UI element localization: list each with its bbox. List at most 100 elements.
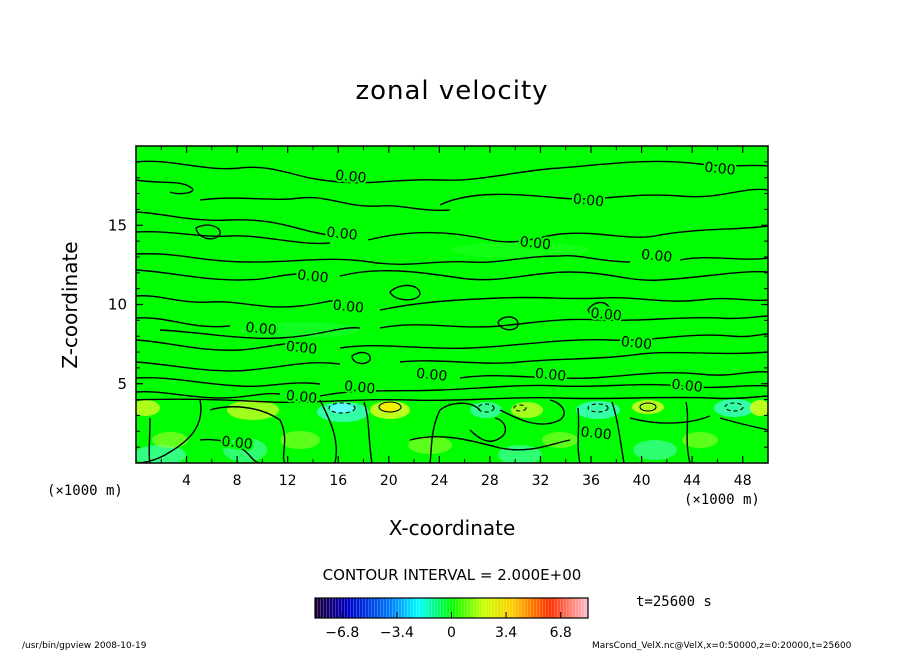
contour-line [319, 399, 337, 463]
contour-line [587, 301, 611, 318]
yellow-anomaly [408, 436, 452, 454]
contour-line [719, 417, 768, 431]
contour-line [499, 399, 565, 425]
contour-line [611, 401, 625, 463]
contour-label: 0.00 [572, 191, 605, 210]
yellow-anomaly [542, 432, 578, 448]
yellow-anomaly [750, 400, 768, 416]
y-tick-label: 10 [108, 296, 127, 314]
green-tint [240, 322, 360, 338]
y-axis: 5 10 15 [108, 161, 768, 448]
yellow-anomaly [136, 400, 160, 416]
contour-line [136, 361, 341, 372]
contour-labels: 0.00 0.000.000.00 0.000.000.000.00 0.000.00… [219, 158, 739, 455]
contour-line [469, 417, 507, 442]
contour-line [136, 269, 301, 281]
x-tick-label: 44 [683, 473, 701, 489]
positive-contour [378, 401, 402, 413]
field-background [136, 146, 768, 463]
colorbar-stripes [315, 598, 588, 618]
y-tick-label: 5 [117, 375, 127, 393]
contour-line [148, 417, 151, 463]
contour-line [379, 315, 768, 329]
yellow-anomaly [152, 432, 188, 448]
x-unit-left: (×1000 m) [47, 483, 123, 499]
contour-line [136, 376, 321, 388]
yellow-anomaly [682, 432, 718, 448]
cyan-anomaly [470, 402, 502, 418]
yellow-anomaly [632, 400, 664, 414]
contour-label: 0.00 [297, 267, 330, 286]
colorbar-tick-label: 0 [447, 625, 456, 641]
x-tick-label: 4 [182, 473, 191, 489]
contour-label: 0.00 [245, 320, 278, 339]
x-axis: 4 8 12 16 20 24 28 32 36 40 44 48 [160, 146, 752, 489]
footer-program-date: /usr/bin/gpview 2008-10-19 [22, 641, 147, 651]
contour-interval-label: CONTOUR INTERVAL = 2.000E+00 [322, 566, 582, 584]
x-tick-label: 16 [329, 473, 347, 489]
yellow-anomaly [380, 402, 400, 412]
contour-line [136, 211, 331, 236]
negative-contour [513, 404, 527, 412]
x-tick-label: 36 [582, 473, 600, 489]
contour-label: 0.00 [640, 247, 673, 266]
contour-label: 0.00 [534, 366, 567, 385]
contour-label: 0.00 [415, 366, 448, 385]
contour-line [439, 188, 768, 206]
contour-label: 0.00 [671, 377, 704, 396]
x-unit-right: (×1000 m) [684, 492, 760, 508]
contour-line [136, 339, 311, 351]
x-tick-label: 24 [430, 473, 448, 489]
contour-line [136, 390, 281, 399]
x-tick-label: 40 [633, 473, 651, 489]
x-tick-label: 20 [380, 473, 398, 489]
yellow-anomaly [280, 431, 320, 449]
cyan-anomaly [576, 401, 620, 419]
negative-contour [724, 402, 744, 412]
contour-line [679, 256, 768, 261]
contour-line [367, 225, 768, 243]
yellow-anomaly [511, 402, 543, 418]
contour-line [209, 406, 286, 463]
colorbar-tick-label: −6.8 [325, 625, 359, 641]
contour-line [577, 407, 581, 463]
contour-line [685, 401, 691, 463]
colorbar-tick-label: −3.4 [380, 625, 414, 641]
contour-line [439, 402, 481, 411]
x-tick-label: 28 [481, 473, 499, 489]
x-axis-label: X-coordinate [388, 516, 516, 540]
contour-label: 0.00 [285, 339, 318, 358]
x-tick-label: 8 [233, 473, 242, 489]
contour-label: 0.00 [343, 378, 376, 397]
y-axis-label: Z-coordinate [58, 241, 82, 369]
contour-line [429, 409, 441, 463]
contour-line [497, 316, 519, 331]
contour-lines [136, 160, 768, 463]
negative-contours [328, 402, 744, 414]
yellow-anomaly [227, 400, 279, 420]
negative-contour [587, 403, 609, 413]
contour-line [389, 284, 421, 301]
contour-line [409, 435, 571, 451]
contour-label: 0.00 [704, 160, 737, 179]
contour-line [136, 230, 331, 245]
negative-contour [477, 403, 495, 413]
contour-line [195, 224, 221, 240]
contour-line [136, 395, 768, 404]
contour-label: 0.00 [620, 334, 653, 353]
colorbar: −6.8 −3.4 0 3.4 6.8 [314, 597, 589, 641]
contour-line [199, 196, 451, 212]
contour-line [399, 351, 768, 364]
contour-line [339, 269, 768, 281]
contour-label: 0.00 [519, 234, 552, 253]
contour-line [319, 383, 768, 397]
contour-line [136, 253, 631, 265]
cyan-anomaly [714, 399, 754, 417]
contour-label: 0.00 [334, 168, 367, 187]
contour-label: 0.00 [332, 297, 365, 316]
positive-contours [378, 401, 657, 413]
x-tick-label: 12 [279, 473, 297, 489]
positive-contour [639, 402, 657, 412]
contour-line [363, 401, 373, 463]
